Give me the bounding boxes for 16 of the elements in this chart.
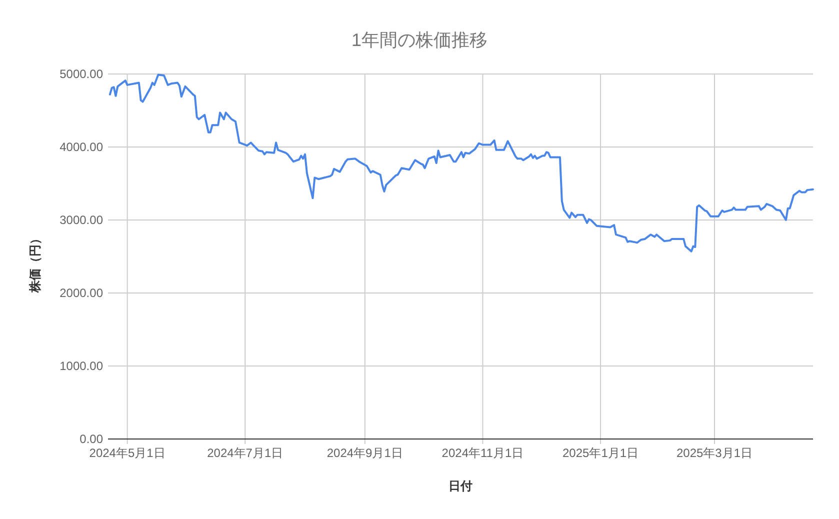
x-tick-label: 2024年5月1日 bbox=[89, 446, 166, 460]
y-tick-label: 3000.00 bbox=[60, 213, 104, 227]
x-tick-label: 2024年11月1日 bbox=[442, 446, 524, 460]
x-tick-label: 2024年7月1日 bbox=[207, 446, 284, 460]
y-tick-label: 4000.00 bbox=[60, 140, 104, 154]
x-tick-label: 2025年3月1日 bbox=[676, 446, 753, 460]
y-tick-label: 0.00 bbox=[80, 432, 104, 446]
y-tick-label: 5000.00 bbox=[60, 67, 104, 81]
x-tick-label: 2025年1月1日 bbox=[562, 446, 639, 460]
chart-title: 1年間の株価推移 bbox=[351, 30, 488, 50]
y-axis-title: 株価（円） bbox=[28, 232, 42, 294]
y-tick-label: 2000.00 bbox=[60, 286, 104, 300]
x-tick-label: 2024年9月1日 bbox=[326, 446, 403, 460]
x-axis-title: 日付 bbox=[448, 479, 472, 493]
line-series bbox=[108, 74, 814, 252]
y-tick-label: 1000.00 bbox=[60, 359, 104, 373]
